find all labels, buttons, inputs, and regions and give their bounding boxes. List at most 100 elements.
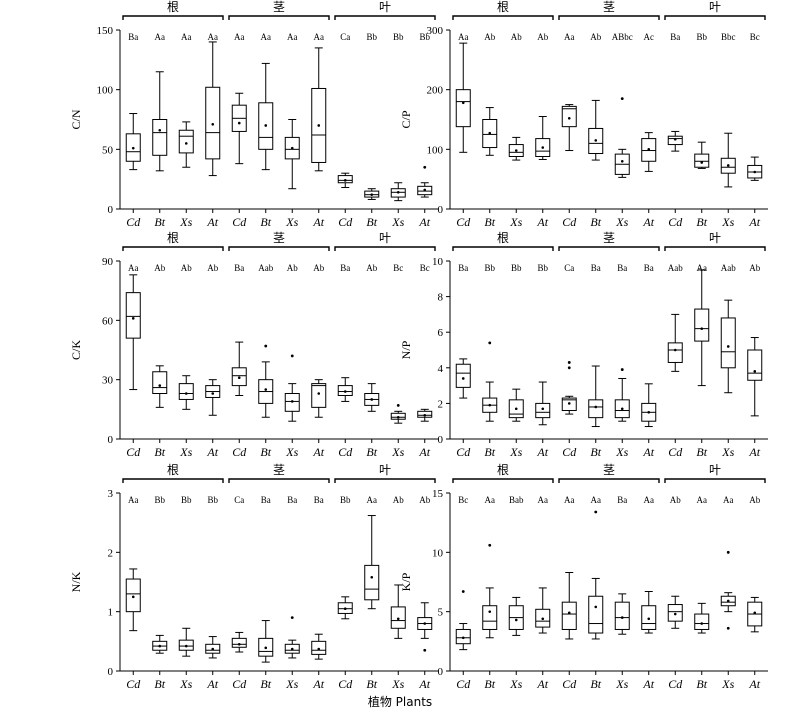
panel-1-y-label: C/N: [69, 109, 83, 129]
panel-2-mean-dot: [753, 170, 757, 174]
panel-2-xtick-label: Cd: [562, 215, 577, 229]
panel-3-mean-dot: [396, 415, 400, 419]
panel-1-xtick-label: Xs: [285, 215, 298, 229]
panel-2-sig-letter: ABbc: [612, 32, 633, 42]
panel-3-xtick-label: Xs: [391, 445, 404, 459]
panel-1-sig-letter: Bb: [393, 32, 404, 42]
panel-1-organ-label: 叶: [379, 0, 391, 14]
panel-4-xtick-label: Bt: [484, 445, 495, 459]
panel-4-mean-dot: [514, 407, 518, 411]
panel-6-mean-dot: [514, 618, 518, 622]
panel-5-mean-dot: [343, 607, 347, 610]
panel-3-y-label: C/K: [69, 340, 83, 360]
panel-1-ytick-label: 50: [102, 144, 114, 156]
panel-2-xtick-label: Bt: [696, 215, 707, 229]
panel-3-ytick-label: 60: [102, 315, 114, 327]
panel-3-xtick-label: Xs: [285, 445, 298, 459]
panel-1-mean-dot: [343, 179, 347, 182]
panel-3-xtick-label: Xs: [179, 445, 192, 459]
panel-5-ytick-label: 3: [108, 488, 114, 500]
panel-2-y-label: C/P: [399, 110, 413, 128]
panel-1-mean-dot: [396, 190, 400, 194]
panel-4-xtick-label: Bt: [590, 445, 601, 459]
panel-1-xtick-label: Bt: [260, 215, 271, 229]
panel-5-box: [364, 564, 380, 601]
panel-4-ytick-label: 0: [438, 434, 444, 446]
panel-5-xtick-label: Xs: [285, 677, 298, 691]
panel-4-mean-dot: [700, 327, 704, 330]
panel-2-organ-label: 茎: [603, 0, 615, 14]
panel-6-sig-letter: Ab: [749, 495, 760, 505]
panel-6-outlier: [726, 626, 730, 630]
panel-6-xtick-label: Xs: [615, 677, 628, 691]
panel-3-sig-letter: Ab: [287, 263, 298, 273]
panel-3-organ-label: 叶: [379, 231, 391, 245]
panel-3-sig-letter: Aab: [258, 263, 273, 273]
panel-2-sig-letter: Ab: [484, 32, 495, 42]
panel-6-y-label: K/P: [399, 572, 413, 591]
panel-5-mean-dot: [264, 646, 268, 650]
panel-5-mean-dot: [184, 644, 188, 648]
panel-5-organ-bracket: [334, 478, 436, 483]
panel-4-outlier: [488, 341, 492, 345]
panel-4-mean-dot: [541, 407, 545, 411]
panel-4-organ-label: 叶: [709, 231, 721, 245]
panel-6-outlier: [488, 543, 492, 547]
panel-2-mean-dot: [541, 146, 545, 149]
panel-4-mean-dot: [488, 403, 492, 407]
panel-6-sig-letter: Aa: [723, 495, 734, 505]
panel-6-organ-label: 叶: [709, 463, 721, 477]
panel-5-xtick-label: Cd: [126, 677, 141, 691]
panel-3-box: [311, 383, 327, 408]
panel-5-mean-dot: [211, 647, 215, 651]
panel-5-sig-letter: Ba: [287, 495, 297, 505]
panel-2-ytick-label: 100: [427, 144, 444, 156]
panel-1-sig-letter: Ca: [340, 32, 350, 42]
panel-1-sig-letter: Aa: [287, 32, 298, 42]
panel-1-xtick-label: Xs: [391, 215, 404, 229]
panel-4-ytick-label: 8: [438, 292, 444, 304]
panel-3-mean-dot: [184, 392, 188, 395]
panel-5-xtick-label: At: [418, 677, 430, 691]
panel-2-sig-letter: Bc: [750, 32, 760, 42]
panel-3-xtick-label: Bt: [154, 445, 165, 459]
panel-1-mean-dot: [290, 146, 294, 150]
panel-4-xtick-label: Xs: [721, 445, 734, 459]
panel-1-ytick-label: 100: [97, 85, 114, 97]
panel-4-mean-dot: [620, 407, 624, 411]
panel-6-box: [561, 601, 577, 630]
panel-6-sig-letter: Aa: [564, 495, 575, 505]
panel-1-sig-letter: Aa: [181, 32, 192, 42]
panel-1-box: [152, 119, 168, 156]
panel-4-organ-bracket: [558, 246, 660, 251]
panel-6-outlier: [726, 550, 730, 554]
panel-6-mean-dot: [700, 622, 704, 625]
panel-5-organ-bracket: [122, 478, 224, 483]
panel-6-sig-letter: Ba: [617, 495, 627, 505]
panel-1-sig-letter: Aa: [234, 32, 245, 42]
panel-4-xtick-label: At: [536, 445, 548, 459]
panel-4-organ-bracket: [452, 246, 554, 251]
panel-4-xtick-label: Bt: [696, 445, 707, 459]
panel-6-mean-dot: [488, 610, 492, 613]
panel-6-box: [588, 595, 604, 634]
panel-2-xtick-label: At: [536, 215, 548, 229]
panel-3-sig-letter: Ab: [366, 263, 377, 273]
panel-1-sig-letter: Aa: [314, 32, 325, 42]
panel-3-mean-dot: [131, 317, 135, 320]
panel-6-xtick-label: Cd: [668, 677, 683, 691]
panel-1-sig-letter: Aa: [208, 32, 219, 42]
panel-5-ytick-label: 0: [108, 666, 114, 678]
panel-5-xtick-label: Bt: [366, 677, 377, 691]
panel-3-xtick-label: Cd: [126, 445, 141, 459]
panel-4-sig-letter: Ab: [749, 263, 760, 273]
panel-5-outlier: [290, 616, 294, 619]
panel-5-xtick-label: Cd: [338, 677, 353, 691]
panel-4-box: [747, 349, 763, 381]
panel-2-xtick-label: Xs: [615, 215, 628, 229]
panel-5-box: [125, 578, 141, 613]
panel-5-mean-dot: [317, 647, 321, 651]
panel-4-xtick-label: At: [748, 445, 760, 459]
panel-4-mean-dot: [726, 345, 730, 348]
